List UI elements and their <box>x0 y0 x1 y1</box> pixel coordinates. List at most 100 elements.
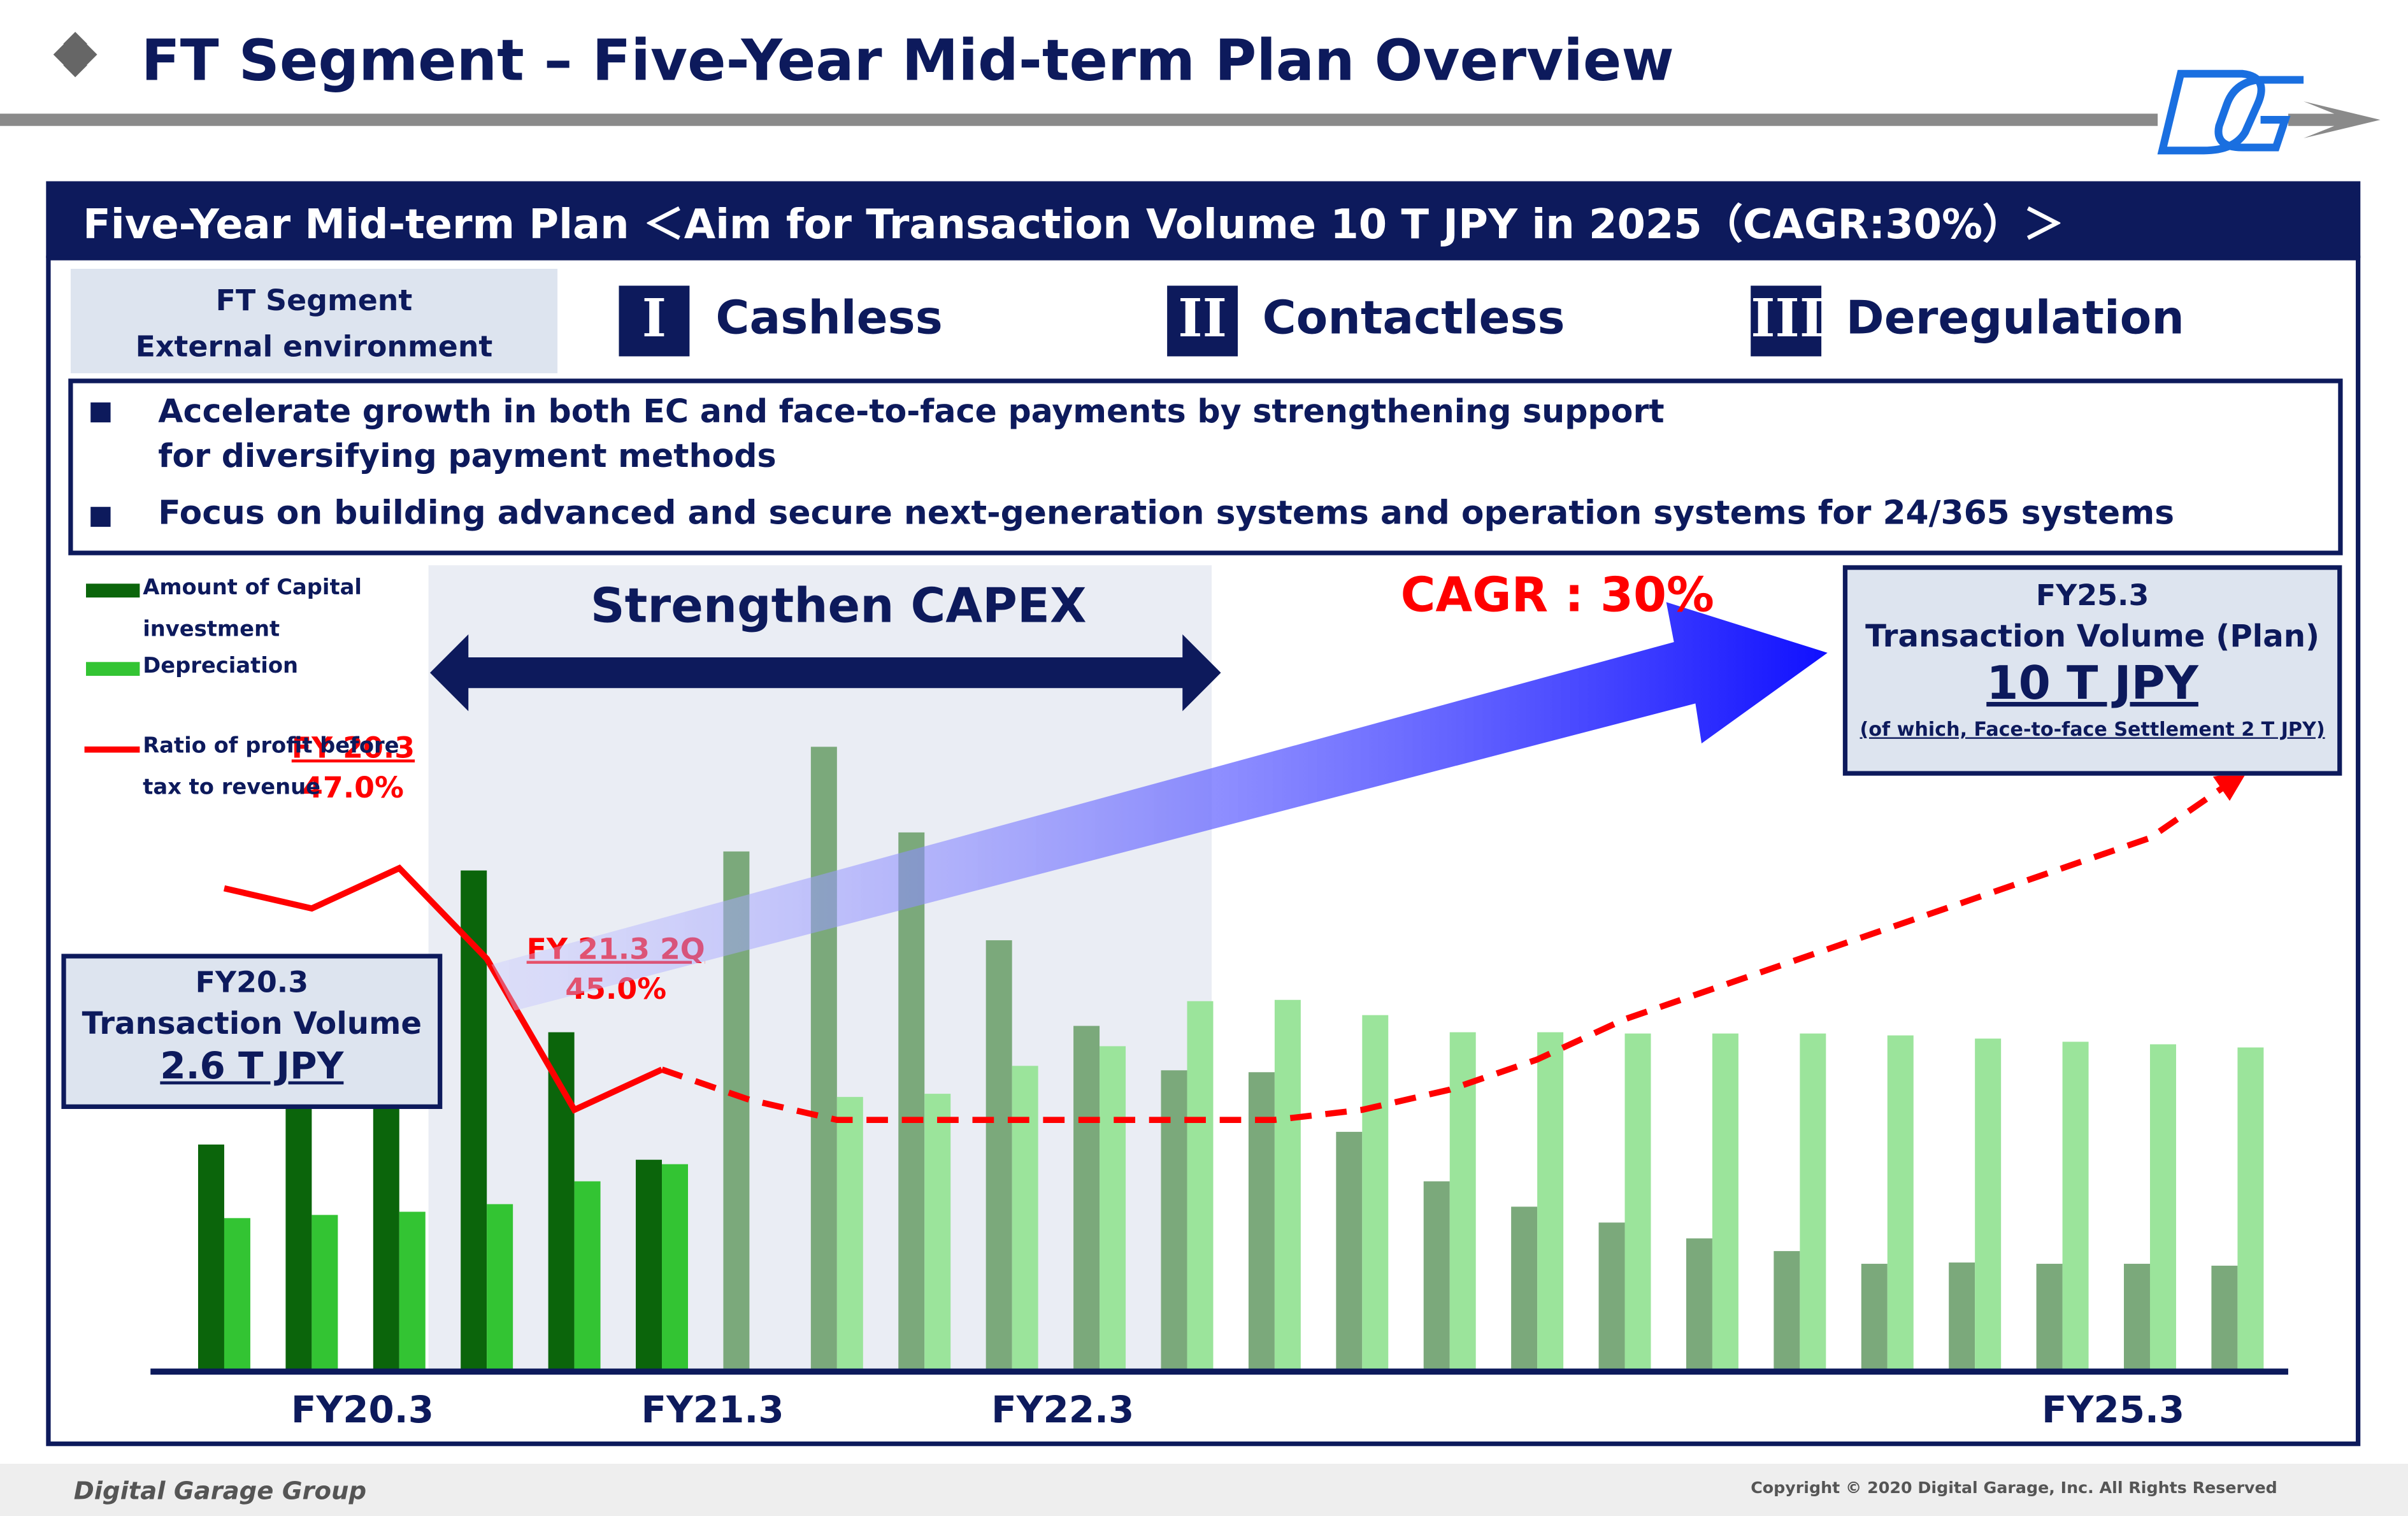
bar <box>1073 1026 1100 1372</box>
header-arrow <box>2288 101 2381 139</box>
annotation: FY 20.3 <box>292 730 415 764</box>
line-arrowhead <box>2212 770 2248 801</box>
bar <box>487 1204 513 1372</box>
bullet-square <box>90 506 111 527</box>
bar <box>399 1212 426 1372</box>
cagr-label: CAGR : 30% <box>1400 568 1714 624</box>
plan-box: FY25.3 Transaction Volume (Plan) 10 T JP… <box>1842 565 2342 776</box>
bar <box>1161 1070 1187 1372</box>
box-value: 10 T JPY <box>1986 657 2198 712</box>
box-note: (of which, Face-to-face Settlement 2 T J… <box>1860 717 2325 741</box>
bar <box>312 1215 338 1372</box>
bar <box>810 747 837 1372</box>
env-label-line: FT Segment <box>215 284 413 318</box>
banner: Five-Year Mid-term Plan ＜Aim for Transac… <box>83 201 2064 249</box>
logo <box>2157 69 2304 155</box>
bar <box>1537 1032 1564 1372</box>
bar <box>285 1061 312 1372</box>
start-box: FY20.3 Transaction Volume 2.6 T JPY <box>61 954 443 1109</box>
bar <box>2211 1266 2238 1372</box>
bar <box>2062 1041 2089 1372</box>
growth-arrow <box>491 602 1828 1011</box>
box-period: FY20.3 <box>195 966 309 1000</box>
bar <box>574 1181 601 1372</box>
bar <box>1187 1001 1214 1372</box>
bar <box>1274 999 1301 1372</box>
bullet-line: Focus on building advanced and secure ne… <box>158 494 2175 533</box>
bullet-square <box>90 402 111 423</box>
bar <box>1598 1222 1625 1372</box>
bar <box>197 1144 224 1372</box>
legend-swatch <box>84 746 140 753</box>
legend-label: Ratio of profit before tax to revenue <box>143 734 399 801</box>
bar <box>2149 1044 2176 1372</box>
bullet-line: Accelerate growth in both EC and face-to… <box>158 393 1665 431</box>
bar <box>1686 1238 1712 1372</box>
legend-label: Amount of Capital investment <box>143 576 362 642</box>
frame <box>46 255 2361 1447</box>
bullet-line: for diversifying payment methods <box>158 438 777 475</box>
x-tick-label: FY25.3 <box>2042 1388 2184 1431</box>
footer-copyright: Copyright © 2020 Digital Garage, Inc. Al… <box>1751 1479 2277 1498</box>
footer-band <box>0 1464 2408 1516</box>
line <box>223 864 664 1114</box>
numeral: III <box>1751 289 1824 350</box>
bar <box>1624 1033 1651 1372</box>
legend-swatch <box>85 583 140 598</box>
x-tick-label: FY20.3 <box>291 1388 434 1431</box>
legend-label: Depreciation <box>143 654 299 679</box>
box-value: 2.6 T JPY <box>160 1044 344 1088</box>
footer-brand: Digital Garage Group <box>73 1476 367 1506</box>
bar <box>1774 1251 1800 1372</box>
env-label-line: External environment <box>135 330 493 364</box>
bar <box>898 832 925 1372</box>
bar <box>2124 1264 2150 1372</box>
bar <box>1887 1035 1914 1372</box>
bar <box>1712 1033 1738 1372</box>
banner-bg <box>46 181 2361 259</box>
box-label: Transaction Volume (Plan) <box>1865 617 2320 655</box>
bar <box>1449 1032 1476 1372</box>
x-tick-label: FY22.3 <box>991 1388 1134 1431</box>
env-item: Contactless <box>1262 292 1565 346</box>
marks: FY 20.347.0%FY 21.3 2Q45.0% <box>197 730 2264 1372</box>
numeral-box <box>1167 285 1238 357</box>
data-label: 47.0% <box>303 770 404 804</box>
bar <box>1012 1066 1038 1372</box>
bar <box>1511 1206 1538 1372</box>
bar <box>636 1159 663 1372</box>
title: FT Segment – Five-Year Mid-term Plan Ove… <box>141 27 1674 94</box>
numeral: II <box>1178 289 1227 350</box>
bar <box>1423 1181 1450 1372</box>
env-box <box>70 268 558 373</box>
bar <box>1800 1033 1826 1372</box>
bullet-box <box>68 378 2343 555</box>
legend-swatch <box>85 662 140 676</box>
box-label: Transaction Volume <box>82 1005 422 1041</box>
bar <box>1861 1264 1888 1372</box>
bar <box>2036 1264 2063 1372</box>
numeral: I <box>641 289 667 350</box>
capex-label: Strengthen CAPEX <box>590 579 1087 634</box>
numeral-box <box>619 285 690 357</box>
bar <box>1362 1015 1389 1372</box>
bar <box>985 940 1012 1372</box>
bar <box>836 1097 863 1372</box>
header-rule <box>0 113 2158 126</box>
bar <box>924 1094 951 1372</box>
capex-arrow <box>429 634 1221 712</box>
numeral-box <box>1751 285 1822 357</box>
bar <box>1336 1131 1363 1372</box>
bar <box>1949 1262 1975 1372</box>
bullet-icon <box>53 31 97 78</box>
bar <box>1100 1046 1126 1372</box>
bullet: Accelerate growth in both EC and face-to… <box>158 390 1664 479</box>
x-tick-label: FY21.3 <box>641 1388 784 1431</box>
bullet: Focus on building advanced and secure ne… <box>158 494 2174 533</box>
box-period: FY25.3 <box>2035 579 2149 613</box>
env-item: Cashless <box>715 292 943 346</box>
bar <box>1975 1038 2002 1372</box>
bar <box>373 1073 399 1372</box>
